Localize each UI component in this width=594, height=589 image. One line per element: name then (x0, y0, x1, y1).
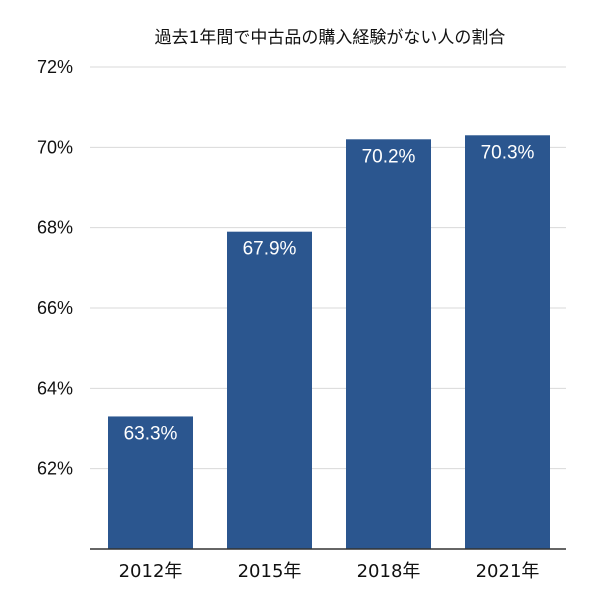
bar-value-label: 70.3% (481, 142, 535, 163)
y-tick-label: 68% (37, 218, 73, 238)
bars (108, 135, 550, 550)
bar-value-label: 67.9% (243, 239, 297, 260)
y-tick-label: 64% (37, 378, 73, 398)
bar (108, 416, 193, 549)
y-tick-label: 70% (37, 137, 73, 157)
chart-title: 過去1年間で中古品の購入経験がない人の割合 (155, 28, 506, 48)
y-tick-label: 62% (37, 459, 73, 479)
y-axis-ticks: 62% 64% 66% 68% 70% 72% (37, 57, 73, 479)
data-labels: 63.3% 67.9% 70.2% 70.3% (124, 142, 535, 444)
y-tick-label: 66% (37, 298, 73, 318)
bar-value-label: 63.3% (124, 423, 178, 444)
bar (465, 135, 550, 550)
y-tick-label: 72% (37, 57, 73, 77)
x-category-label: 2012年 (119, 561, 183, 582)
x-category-label: 2021年 (476, 561, 540, 582)
x-axis-categories: 2012年 2015年 2018年 2021年 (119, 561, 540, 582)
x-category-label: 2015年 (238, 561, 302, 582)
bar (227, 231, 312, 549)
x-category-label: 2018年 (357, 561, 421, 582)
bar-value-label: 70.2% (362, 146, 416, 167)
bar (346, 139, 431, 550)
